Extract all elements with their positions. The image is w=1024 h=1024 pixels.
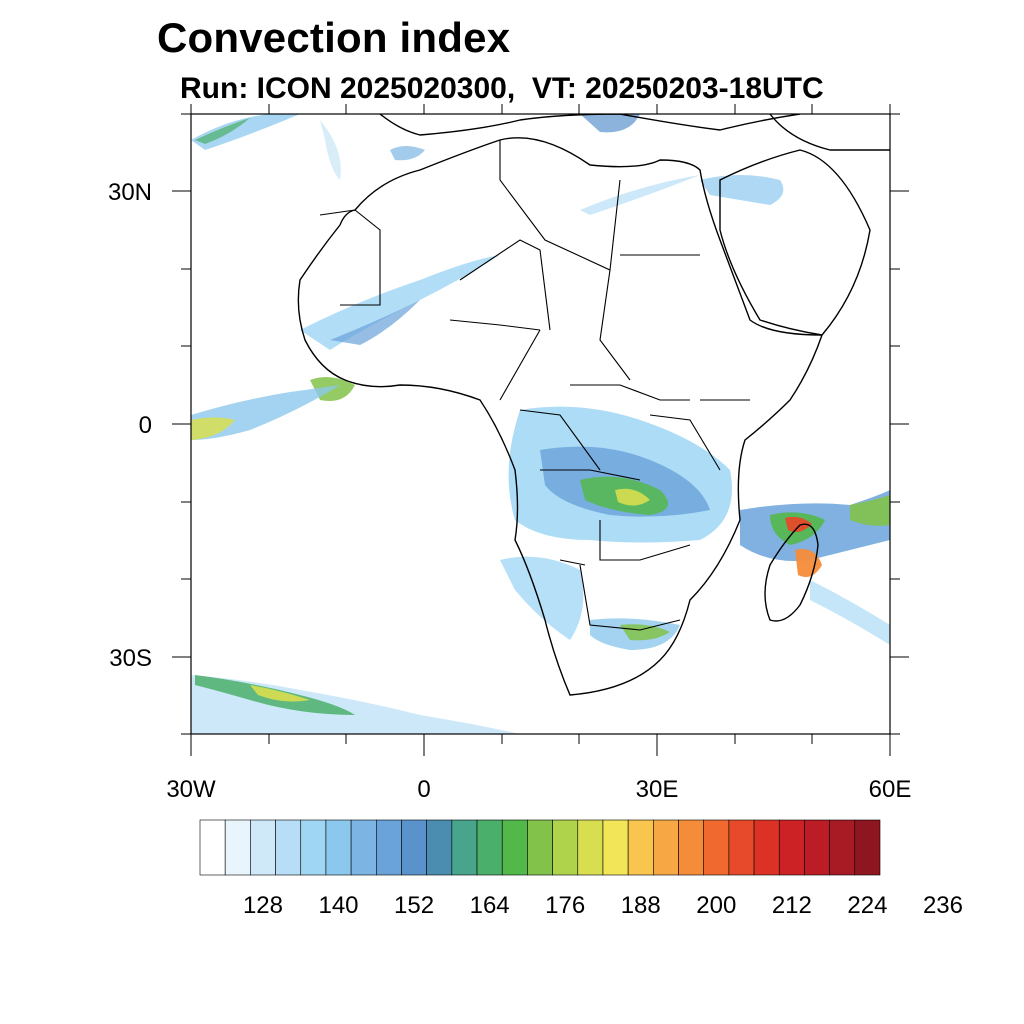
colorbar-tick-label: 188: [621, 892, 661, 919]
colorbar: [199, 819, 881, 876]
madagascar-coastline: [764, 523, 819, 622]
colorbar-tick-label: 128: [243, 892, 283, 919]
colorbar-swatch: [476, 819, 503, 876]
convection-area: [330, 300, 420, 345]
country-borders: [319, 140, 750, 631]
colorbar-swatch: [804, 819, 830, 876]
colorbar-labels: 128 140 152 164 176 188 200 212 224 236: [243, 892, 963, 919]
colorbar-tick-label: 152: [394, 892, 434, 919]
convection-area: [320, 120, 341, 180]
colorbar-swatch: [250, 819, 276, 876]
lon-label-30e: 30E: [636, 776, 679, 803]
lon-label-60e: 60E: [869, 776, 912, 803]
convection-area: [810, 580, 890, 645]
convection-area: [191, 114, 300, 150]
colorbar-swatch: [678, 819, 705, 876]
convection-area: [250, 685, 310, 702]
lat-label-0: 0: [139, 412, 152, 439]
coastlines: [297, 114, 890, 696]
lat-label-30s: 30S: [109, 645, 152, 672]
convection-area: [795, 549, 822, 578]
convection-area: [195, 118, 250, 144]
lat-ticks: [172, 113, 909, 735]
colorbar-swatch: [527, 819, 553, 876]
colorbar-swatch: [375, 819, 402, 876]
colorbar-tick-label: 140: [318, 892, 358, 919]
convection-area: [390, 146, 425, 161]
colorbar-tick-label: 176: [545, 892, 585, 919]
colorbar-swatch: [728, 819, 755, 876]
africa-coastline: [297, 137, 823, 696]
chart-title: Convection index: [157, 14, 511, 61]
colorbar-tick-label: 164: [470, 892, 510, 919]
europe-coastline: [379, 114, 890, 151]
convection-area: [500, 556, 584, 640]
colorbar-swatch: [426, 819, 453, 876]
convection-area: [580, 175, 700, 215]
lon-label-0: 0: [417, 776, 430, 803]
convection-area: [620, 624, 670, 641]
chart-subtitle: Run: ICON 2025020300, VT: 20250203-18UTC: [180, 72, 824, 105]
colorbar-swatch: [300, 819, 327, 876]
lon-ticks: [190, 104, 891, 756]
convection-area: [785, 516, 812, 532]
colorbar-swatch: [829, 819, 856, 876]
colorbar-swatch: [224, 819, 251, 876]
colorbar-swatch: [778, 819, 805, 876]
colorbar-swatch: [199, 819, 226, 876]
colorbar-swatch: [552, 819, 579, 876]
colorbar-tick-label: 224: [847, 892, 887, 919]
colorbar-swatch: [653, 819, 679, 876]
colorbar-swatch: [753, 819, 780, 876]
colorbar-swatch: [703, 819, 730, 876]
colorbar-swatch: [275, 819, 302, 876]
colorbar-swatch: [350, 819, 377, 876]
convection-area: [700, 175, 784, 205]
convection-area: [300, 255, 500, 350]
colorbar-swatch: [602, 819, 629, 876]
colorbar-swatch: [627, 819, 654, 876]
colorbar-swatch: [577, 819, 604, 876]
colorbar-swatch: [501, 819, 528, 876]
colorbar-swatch: [401, 819, 427, 876]
convection-area: [615, 488, 650, 506]
colorbar-swatch: [325, 819, 352, 876]
arabia-coastline: [719, 149, 871, 336]
convection-area: [580, 114, 640, 133]
convection-field-layer: [191, 114, 890, 734]
convection-area: [850, 495, 890, 526]
colorbar-tick-label: 212: [772, 892, 812, 919]
colorbar-tick-label: 200: [696, 892, 736, 919]
colorbar-swatch: [451, 819, 478, 876]
colorbar-tick-label: 236: [923, 892, 963, 919]
lat-label-30n: 30N: [108, 179, 152, 206]
colorbar-swatch: [854, 819, 881, 876]
lon-label-30w: 30W: [166, 776, 216, 803]
convection-area: [191, 417, 235, 440]
